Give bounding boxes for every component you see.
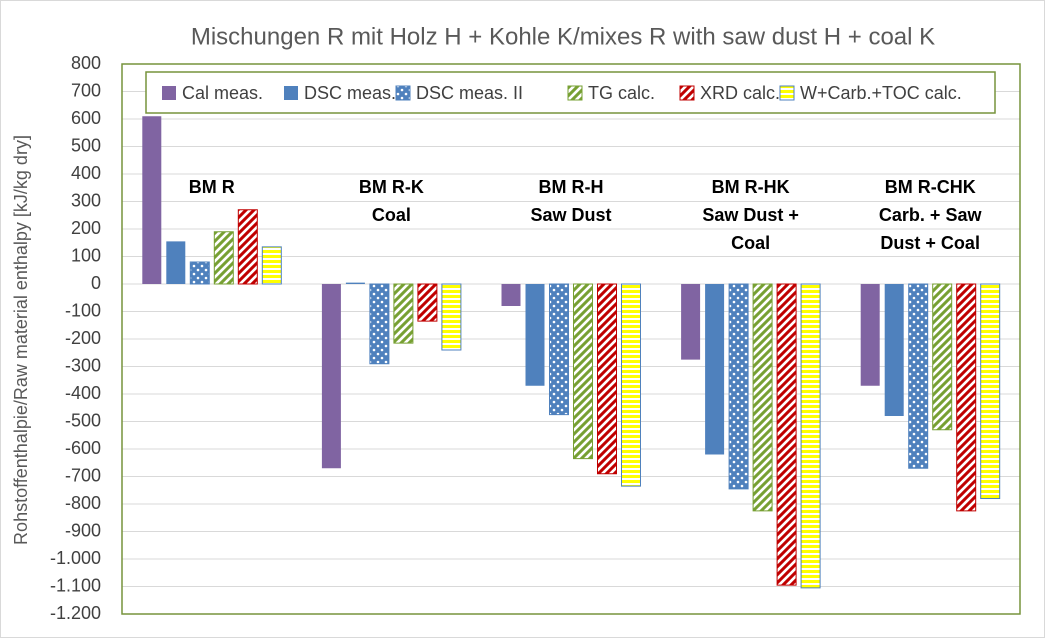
y-tick-label: -1.000 [50, 548, 101, 568]
bar [441, 283, 462, 351]
bar [752, 283, 773, 512]
category-label: Coal [372, 205, 411, 225]
y-tick-label: 600 [71, 108, 101, 128]
bar [321, 284, 341, 469]
bar [884, 284, 904, 416]
bar [189, 261, 210, 285]
y-tick-label: -300 [65, 355, 101, 375]
y-tick-label: -400 [65, 383, 101, 403]
category-label: BM R-H [539, 177, 604, 197]
legend-swatch [779, 85, 795, 101]
bar [142, 116, 162, 284]
bar [860, 284, 880, 386]
bar [501, 284, 521, 306]
legend-label: DSC meas. II [416, 83, 523, 103]
y-tick-label: -900 [65, 520, 101, 540]
category-label: BM R-HK [712, 177, 790, 197]
y-tick-label: 500 [71, 135, 101, 155]
y-tick-label: 200 [71, 218, 101, 238]
y-tick-label: 0 [91, 273, 101, 293]
bar [980, 283, 1001, 499]
bar [213, 231, 234, 285]
bar [956, 283, 977, 512]
bar [932, 283, 953, 431]
y-tick-label: 400 [71, 163, 101, 183]
bar [166, 241, 186, 284]
legend-swatch [679, 85, 695, 101]
bar [597, 283, 617, 475]
bar [776, 283, 797, 586]
legend-label: DSC meas. I [304, 83, 406, 103]
bar [261, 246, 282, 285]
category-label: Carb. + Saw [879, 205, 983, 225]
y-tick-label: 700 [71, 80, 101, 100]
bar [549, 283, 569, 416]
category-label: Dust + Coal [880, 233, 980, 253]
category-label: BM R-CHK [885, 177, 976, 197]
bar [705, 284, 725, 455]
bar [681, 284, 701, 360]
legend-swatch [567, 85, 583, 101]
bar [237, 209, 258, 285]
legend-swatch [395, 85, 411, 101]
plot-border [121, 63, 1021, 615]
legend-label: XRD calc. [700, 83, 780, 103]
y-tick-label: 800 [71, 53, 101, 73]
y-tick-label: -1.100 [50, 575, 101, 595]
y-tick-label: -500 [65, 410, 101, 430]
chart-title: Mischungen R mit Holz H + Kohle K/mixes … [191, 23, 935, 50]
y-tick-label: 300 [71, 190, 101, 210]
y-tick-label: -200 [65, 328, 101, 348]
legend-label: W+Carb.+TOC calc. [800, 83, 962, 103]
legend-swatch [284, 86, 298, 100]
y-tick-label: -600 [65, 438, 101, 458]
legend-swatch [162, 86, 176, 100]
y-tick-label: -100 [65, 300, 101, 320]
bar [525, 284, 545, 386]
bar [908, 283, 929, 469]
bar [393, 283, 414, 344]
y-tick-label: -800 [65, 493, 101, 513]
category-label: Saw Dust [530, 205, 611, 225]
y-tick-label: -700 [65, 465, 101, 485]
category-label: Coal [731, 233, 770, 253]
category-label: BM R [189, 177, 235, 197]
bar [417, 283, 438, 322]
legend-label: Cal meas. [182, 83, 263, 103]
y-tick-label: 100 [71, 245, 101, 265]
y-axis-label: Rohstoffenthalpie/Raw material enthalpy … [11, 135, 31, 545]
category-label: BM R-K [359, 177, 424, 197]
bar [345, 282, 365, 284]
category-label: Saw Dust + [702, 205, 799, 225]
bar [728, 283, 749, 490]
bar [573, 283, 593, 460]
legend-label: TG calc. [588, 83, 655, 103]
y-tick-label: -1.200 [50, 603, 101, 623]
bar [621, 283, 641, 487]
bar [369, 283, 390, 365]
bar [800, 283, 821, 589]
